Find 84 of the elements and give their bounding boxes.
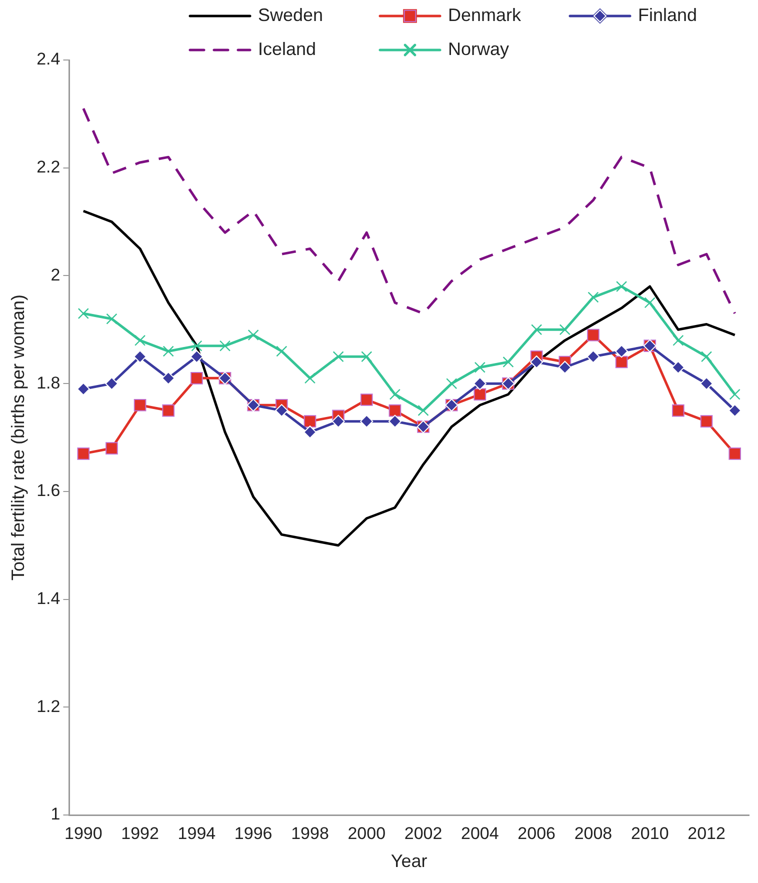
point [361,351,372,362]
point [473,377,486,390]
point [162,404,175,417]
point [134,398,146,412]
legend-label: Denmark [448,4,522,25]
point [360,394,373,406]
legend-label: Norway [448,38,510,59]
point [615,344,628,358]
x-tick-label: 1992 [121,824,159,843]
x-tick-label: 2010 [630,824,669,843]
point [106,313,118,324]
point [276,346,288,357]
y-tick-label: 1.8 [36,373,60,392]
point [106,442,118,454]
legend-label: Sweden [258,4,324,25]
point [332,414,345,428]
point [190,350,204,364]
x-tick-label: 2008 [574,824,612,843]
line-series [82,107,736,315]
point [672,360,685,374]
point [558,360,572,374]
point [332,351,344,362]
point [77,448,90,460]
point [105,377,118,390]
x-tick-label: 1998 [291,824,329,843]
x-tick-label: 2012 [688,824,726,843]
x-tick-label: 2006 [518,824,556,843]
point [587,328,600,342]
point [418,404,429,416]
point [191,340,202,352]
point [360,414,374,428]
point [531,324,542,336]
point [304,415,316,428]
point [728,404,742,418]
legend-label: Finland [638,4,698,25]
point [615,356,628,368]
y-axis-title: Total fertility rate (births per woman) [8,294,28,581]
y-tick-label: 2.2 [36,158,60,177]
point [644,297,656,308]
point [162,346,174,357]
x-tick-label: 2000 [348,824,386,843]
point [474,362,486,373]
point [586,350,600,364]
legend-label: Iceland [258,38,316,59]
point [530,356,544,368]
point [728,448,741,460]
point [134,334,146,346]
point [588,292,599,303]
x-tick-label: 1994 [178,824,216,843]
point [729,388,740,400]
x-tick-label: 2002 [404,824,442,843]
point [162,372,175,385]
y-tick-label: 2.4 [36,50,60,69]
x-axis-title: Year [390,851,428,872]
point [303,426,316,439]
point [672,404,684,417]
point [700,415,713,428]
point [219,340,231,352]
x-tick-label: 1990 [64,824,102,843]
point [474,388,486,401]
point [304,372,316,384]
point [388,404,402,417]
y-tick-label: 1.2 [36,696,60,716]
point [616,280,628,292]
point [389,388,401,400]
x-tick-label: 1996 [234,824,272,843]
point [248,329,259,341]
y-tick-label: 1.4 [36,588,60,608]
point [388,414,402,428]
point [190,372,203,384]
point [275,404,288,418]
point [78,308,89,320]
x-tick-label: 2004 [461,824,499,843]
y-tick-label: 1.6 [36,481,60,500]
y-tick-label: 2 [50,265,60,284]
y-tick-label: 1 [50,804,60,824]
point [446,378,458,390]
point [700,377,714,390]
point [700,351,712,362]
point [134,350,147,364]
point [559,324,570,336]
point [502,356,514,368]
point [76,382,90,396]
point [672,334,684,346]
